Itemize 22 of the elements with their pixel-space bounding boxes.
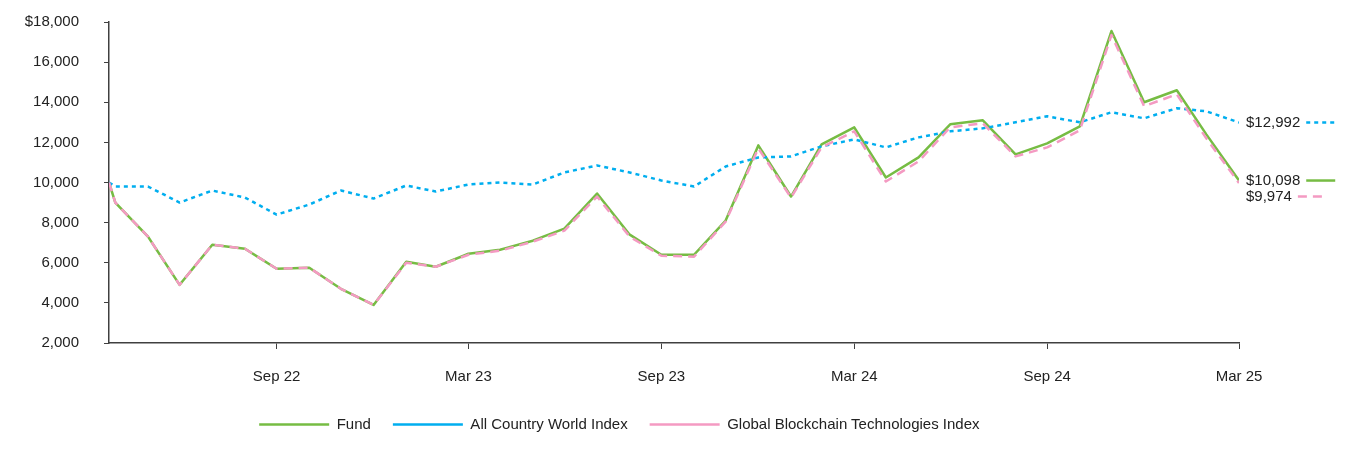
legend-label: Fund bbox=[336, 414, 371, 432]
y-tick-label: 4,000 bbox=[41, 293, 79, 311]
legend-label: Global Blockchain Technologies Index bbox=[727, 414, 981, 432]
x-tick-label: Mar 24 bbox=[830, 367, 878, 385]
x-tick-label: Sep 24 bbox=[1023, 367, 1071, 385]
x-tick-label: Mar 23 bbox=[445, 367, 492, 385]
data-label: $10,098 bbox=[1246, 170, 1301, 188]
x-tick-label: Mar 25 bbox=[1215, 367, 1263, 385]
y-tick-label: 16,000 bbox=[33, 52, 79, 70]
y-tick-label: 2,000 bbox=[41, 333, 79, 351]
line-series bbox=[109, 107, 1239, 216]
x-tick-label: Sep 23 bbox=[637, 367, 686, 385]
data-label: $9,974 bbox=[1246, 186, 1292, 204]
y-tick-label: 8,000 bbox=[41, 212, 79, 230]
y-tick-label: 14,000 bbox=[33, 92, 79, 110]
y-tick-label: $18,000 bbox=[24, 12, 79, 30]
x-tick-label: Sep 22 bbox=[252, 367, 301, 385]
data-label: $12,992 bbox=[1246, 112, 1301, 130]
y-tick-label: 12,000 bbox=[33, 132, 79, 150]
legend-label: All Country World Index bbox=[470, 414, 629, 432]
y-tick-label: 6,000 bbox=[41, 252, 79, 270]
y-tick-label: 10,000 bbox=[33, 172, 79, 190]
